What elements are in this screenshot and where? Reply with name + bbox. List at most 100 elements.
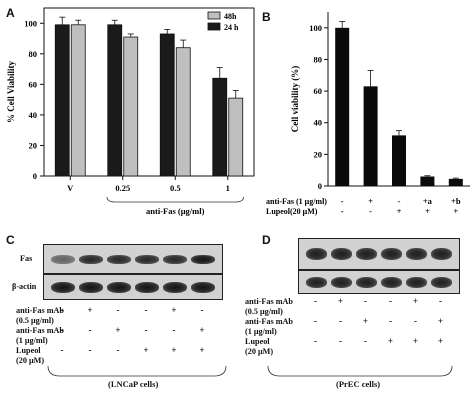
treatment-sign: - (172, 325, 176, 335)
treatment-sign: - (369, 206, 372, 216)
plot-frame (43, 7, 255, 177)
treatment-sign: - (341, 206, 344, 216)
treatment-sign: + (171, 345, 177, 355)
blot-band (330, 276, 353, 288)
treatment-sign: - (398, 196, 401, 206)
blot-band (430, 248, 453, 260)
x-bracket (106, 196, 244, 203)
blot-band (134, 254, 160, 264)
y-tick-label: 0 (33, 171, 37, 181)
bar (363, 86, 378, 186)
bar (392, 135, 406, 186)
treatment-sign: + (199, 325, 205, 335)
treatment-row-label: anti-Fas mAb (16, 306, 64, 315)
blot-band (78, 281, 104, 293)
treatment-sign: + (412, 296, 419, 306)
treatment-sign: - (314, 296, 317, 306)
treatment-sign: + (362, 316, 369, 326)
treatment-sign: + (337, 296, 344, 306)
treatment-sign: - (364, 336, 367, 346)
y-axis-label: Cell viability (%) (290, 66, 300, 133)
blot-band (162, 254, 188, 264)
x-tick-label: 0.25 (115, 183, 130, 193)
treatment-row-label: (0.5 μg/ml) (16, 316, 54, 325)
bar (335, 27, 350, 187)
treatment-sign: - (389, 316, 392, 326)
y-tick-label: 60 (314, 86, 323, 96)
chart-a: 0 20 40 60 80 100 % Cell Viability V 0.25 0.5 1 ant… (6, 7, 255, 216)
treatment-row-label: (1 μg/ml) (16, 336, 48, 345)
treatment-sign: - (116, 345, 120, 355)
x-tick-label: 0.5 (170, 183, 181, 193)
x-tick-label: 1 (226, 183, 230, 193)
treatment-sign: + (397, 206, 402, 216)
treatment-sign: - (341, 196, 344, 206)
treatment-sign: - (60, 325, 64, 335)
blot-band (106, 281, 132, 293)
legend-swatch (207, 22, 221, 31)
treatment-sign: + (115, 325, 121, 335)
treatment-sign: - (144, 305, 148, 315)
x-axis-label: anti-Fas (μg/ml) (146, 206, 205, 216)
blot-c-actin-label: β-actin (12, 282, 37, 291)
legend-label: 48h (224, 12, 237, 21)
blot-band (162, 281, 188, 293)
treatment-row-label: anti-Fas mAb (245, 317, 293, 326)
blot-c-fas-strip (43, 244, 223, 274)
treatment-sign: + (412, 336, 419, 346)
y-tick-label: 20 (29, 140, 38, 150)
treatment-sign: +b (451, 196, 461, 206)
blot-d-actin-strip (298, 270, 460, 294)
y-tick-label: 60 (29, 79, 38, 89)
blot-band (106, 254, 132, 264)
x-tick-label: V (67, 183, 74, 193)
bar (420, 176, 435, 186)
treatment-sign: - (414, 316, 417, 326)
y-tick-label: 100 (24, 18, 37, 28)
blot-band (50, 281, 76, 293)
treatment-sign: - (60, 305, 64, 315)
treatment-sign: - (200, 305, 204, 315)
blot-band (405, 276, 428, 288)
blot-band (330, 248, 353, 260)
treatment-sign: - (144, 325, 148, 335)
treatment-sign: + (437, 316, 444, 326)
blot-band (78, 254, 104, 264)
treatment-row-label: Lupeol (245, 337, 270, 346)
treatment-row-label: anti-Fas (1 μg/ml) (266, 197, 327, 206)
treatment-row-label: (0.5 μg/ml) (245, 307, 283, 316)
y-axis-label: % Cell Viability (6, 61, 16, 124)
blot-band (190, 254, 216, 264)
treatment-row-label: Lupeol(20 μM) (266, 207, 318, 216)
treatment-row-label: Lupeol (16, 346, 41, 355)
blot-band (380, 276, 403, 288)
blot-band (430, 276, 453, 288)
treatment-sign: +a (423, 196, 433, 206)
blot-band (50, 254, 76, 264)
treatment-sign: + (368, 196, 373, 206)
treatment-sign: + (199, 345, 205, 355)
y-tick-label: 40 (29, 110, 38, 120)
y-tick-label: 100 (309, 23, 322, 33)
treatment-sign: - (339, 316, 342, 326)
treatment-sign: + (425, 206, 430, 216)
chart-b: 0 20 40 60 80 100 Cell viability (%) anti-Fas (… (266, 12, 470, 216)
treatment-row-label: (20 μM) (245, 347, 274, 356)
blot-band (134, 281, 160, 293)
treatment-sign: - (314, 316, 317, 326)
treatment-sign: - (88, 345, 92, 355)
treatment-sign: - (88, 325, 92, 335)
blot-d-caption: (PrEC cells) (336, 379, 381, 389)
treatment-sign: + (387, 336, 394, 346)
legend-label: 24 h (224, 23, 239, 32)
treatment-sign: - (116, 305, 120, 315)
treatment-sign: - (60, 345, 64, 355)
treatment-sign: + (143, 345, 149, 355)
blot-band (305, 276, 328, 288)
blot-c-actin-strip (43, 274, 223, 300)
treatment-row-label: (1 μg/ml) (245, 327, 277, 336)
treatment-sign: + (87, 305, 93, 315)
bar (448, 178, 463, 186)
treatment-sign: - (339, 336, 342, 346)
